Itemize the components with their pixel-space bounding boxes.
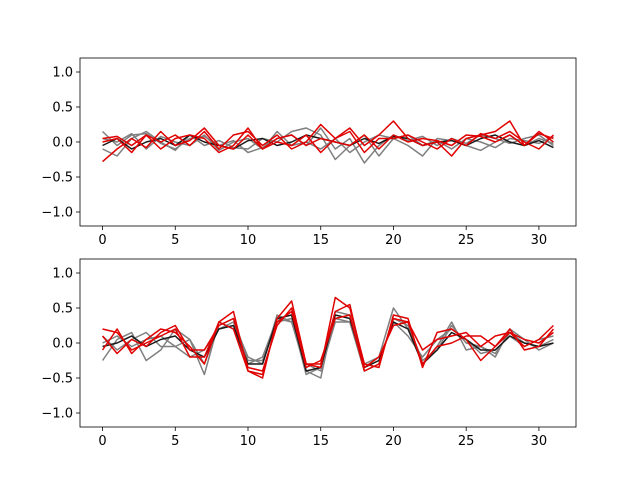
x-tick-label: 25 (458, 233, 475, 248)
x-tick-label: 25 (458, 434, 475, 449)
top-subplot: 0 5 10 15 20 25 30 −1.0 −0.5 0.0 0.5 1.0 (41, 57, 577, 248)
series-line-gray-1 (102, 314, 554, 372)
series-line-gray-2 (102, 130, 554, 157)
y-tick-label: −1.0 (41, 206, 73, 221)
x-tick-label: 5 (171, 233, 179, 248)
x-tick-label: 15 (312, 434, 329, 449)
series-line-red-6 (101, 303, 554, 372)
x-tick-label: 0 (98, 434, 106, 449)
y-tick-label: 0.5 (52, 302, 73, 317)
y-tick-label: 0.5 (52, 101, 73, 116)
y-tick-label: −0.5 (41, 372, 73, 387)
series-line-red-6 (102, 127, 554, 154)
x-tick-label: 0 (98, 233, 106, 248)
y-tick-label: 1.0 (52, 267, 73, 282)
series-lines (101, 296, 555, 379)
y-tick-label: 0.0 (52, 136, 73, 151)
bottom-subplot: 0 5 10 15 20 25 30 −1.0 −0.5 0.0 0.5 1.0 (41, 258, 577, 449)
x-tick-label: 20 (385, 434, 402, 449)
y-tick-label: −1.0 (41, 407, 73, 422)
x-tick-label: 5 (171, 434, 179, 449)
series-line-gray-1 (102, 127, 554, 161)
x-tick-label: 20 (385, 233, 402, 248)
x-tick-label: 30 (531, 434, 548, 449)
series-line-red-4 (102, 296, 554, 379)
y-tick-label: −0.5 (41, 171, 73, 186)
x-tick-label: 10 (240, 233, 257, 248)
series-lines (102, 120, 554, 164)
x-tick-label: 15 (312, 233, 329, 248)
x-tick-label: 30 (531, 233, 548, 248)
y-tick-label: 0.0 (52, 337, 73, 352)
y-tick-label: 1.0 (52, 66, 73, 81)
x-tick-label: 10 (240, 434, 257, 449)
